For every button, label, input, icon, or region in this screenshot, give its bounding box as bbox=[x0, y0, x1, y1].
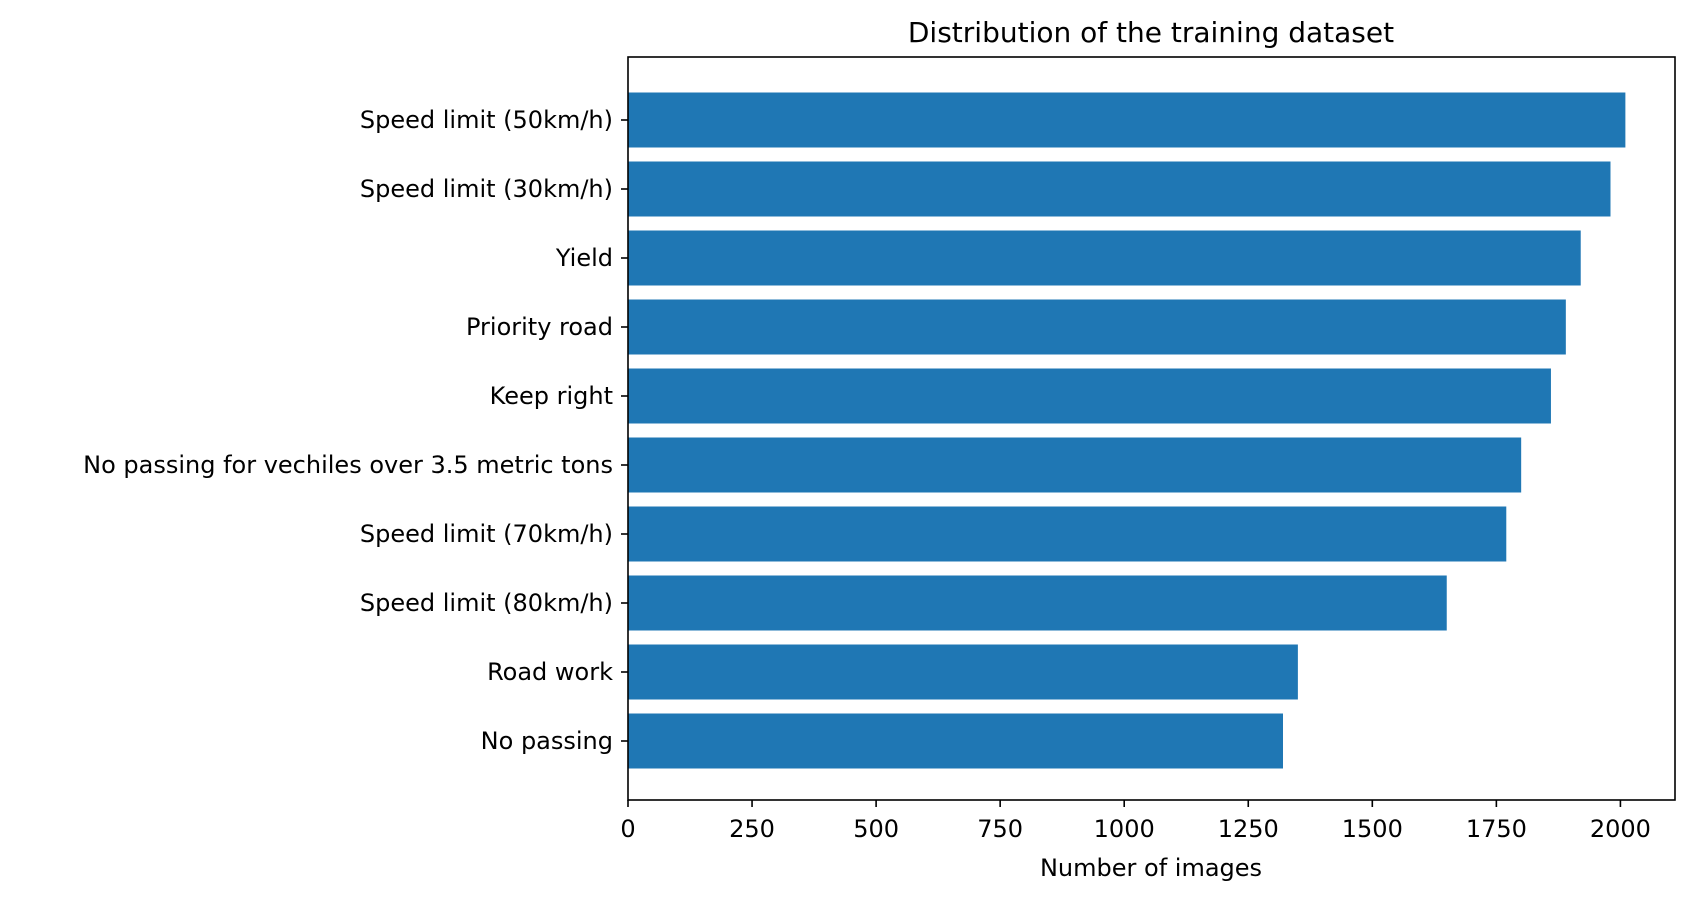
bar bbox=[628, 92, 1626, 148]
plot-frame bbox=[627, 56, 1676, 801]
y-tick-label: No passing bbox=[481, 727, 613, 755]
x-axis-label: Number of images bbox=[1040, 854, 1262, 882]
bar bbox=[628, 368, 1551, 424]
x-tick-label: 0 bbox=[620, 815, 635, 843]
y-tick-label: Speed limit (30km/h) bbox=[360, 175, 613, 203]
y-tick-label: Speed limit (50km/h) bbox=[360, 106, 613, 134]
x-tick-label: 1750 bbox=[1466, 815, 1527, 843]
x-tick-label: 1000 bbox=[1094, 815, 1155, 843]
chart-title: Distribution of the training dataset bbox=[908, 16, 1394, 49]
bar bbox=[628, 713, 1283, 769]
bars-group bbox=[628, 92, 1626, 769]
y-tick-label: Yield bbox=[555, 244, 613, 272]
x-tick-label: 2000 bbox=[1590, 815, 1651, 843]
x-tick-label: 750 bbox=[977, 815, 1023, 843]
bar bbox=[628, 299, 1566, 355]
x-tick-label: 1250 bbox=[1218, 815, 1279, 843]
bar bbox=[628, 506, 1507, 562]
bar bbox=[628, 644, 1298, 700]
bar bbox=[628, 575, 1447, 631]
x-tick-label: 500 bbox=[853, 815, 899, 843]
y-tick-label: Speed limit (70km/h) bbox=[360, 520, 613, 548]
y-tick-label: Road work bbox=[487, 658, 613, 686]
bar bbox=[628, 437, 1522, 493]
bar bbox=[628, 230, 1581, 286]
x-tick-label: 250 bbox=[729, 815, 775, 843]
x-tick-label: 1500 bbox=[1342, 815, 1403, 843]
y-tick-label: Speed limit (80km/h) bbox=[360, 589, 613, 617]
y-tick-label: No passing for vechiles over 3.5 metric … bbox=[83, 451, 613, 479]
x-ticks-group: 0 250 500 750 1000 1250 1500 1750 2000 bbox=[620, 800, 1651, 843]
bar bbox=[628, 161, 1611, 217]
category-labels-group: Speed limit (50km/h) Speed limit (30km/h)… bbox=[83, 106, 628, 755]
y-tick-label: Keep right bbox=[490, 382, 613, 410]
y-tick-label: Priority road bbox=[466, 313, 613, 341]
